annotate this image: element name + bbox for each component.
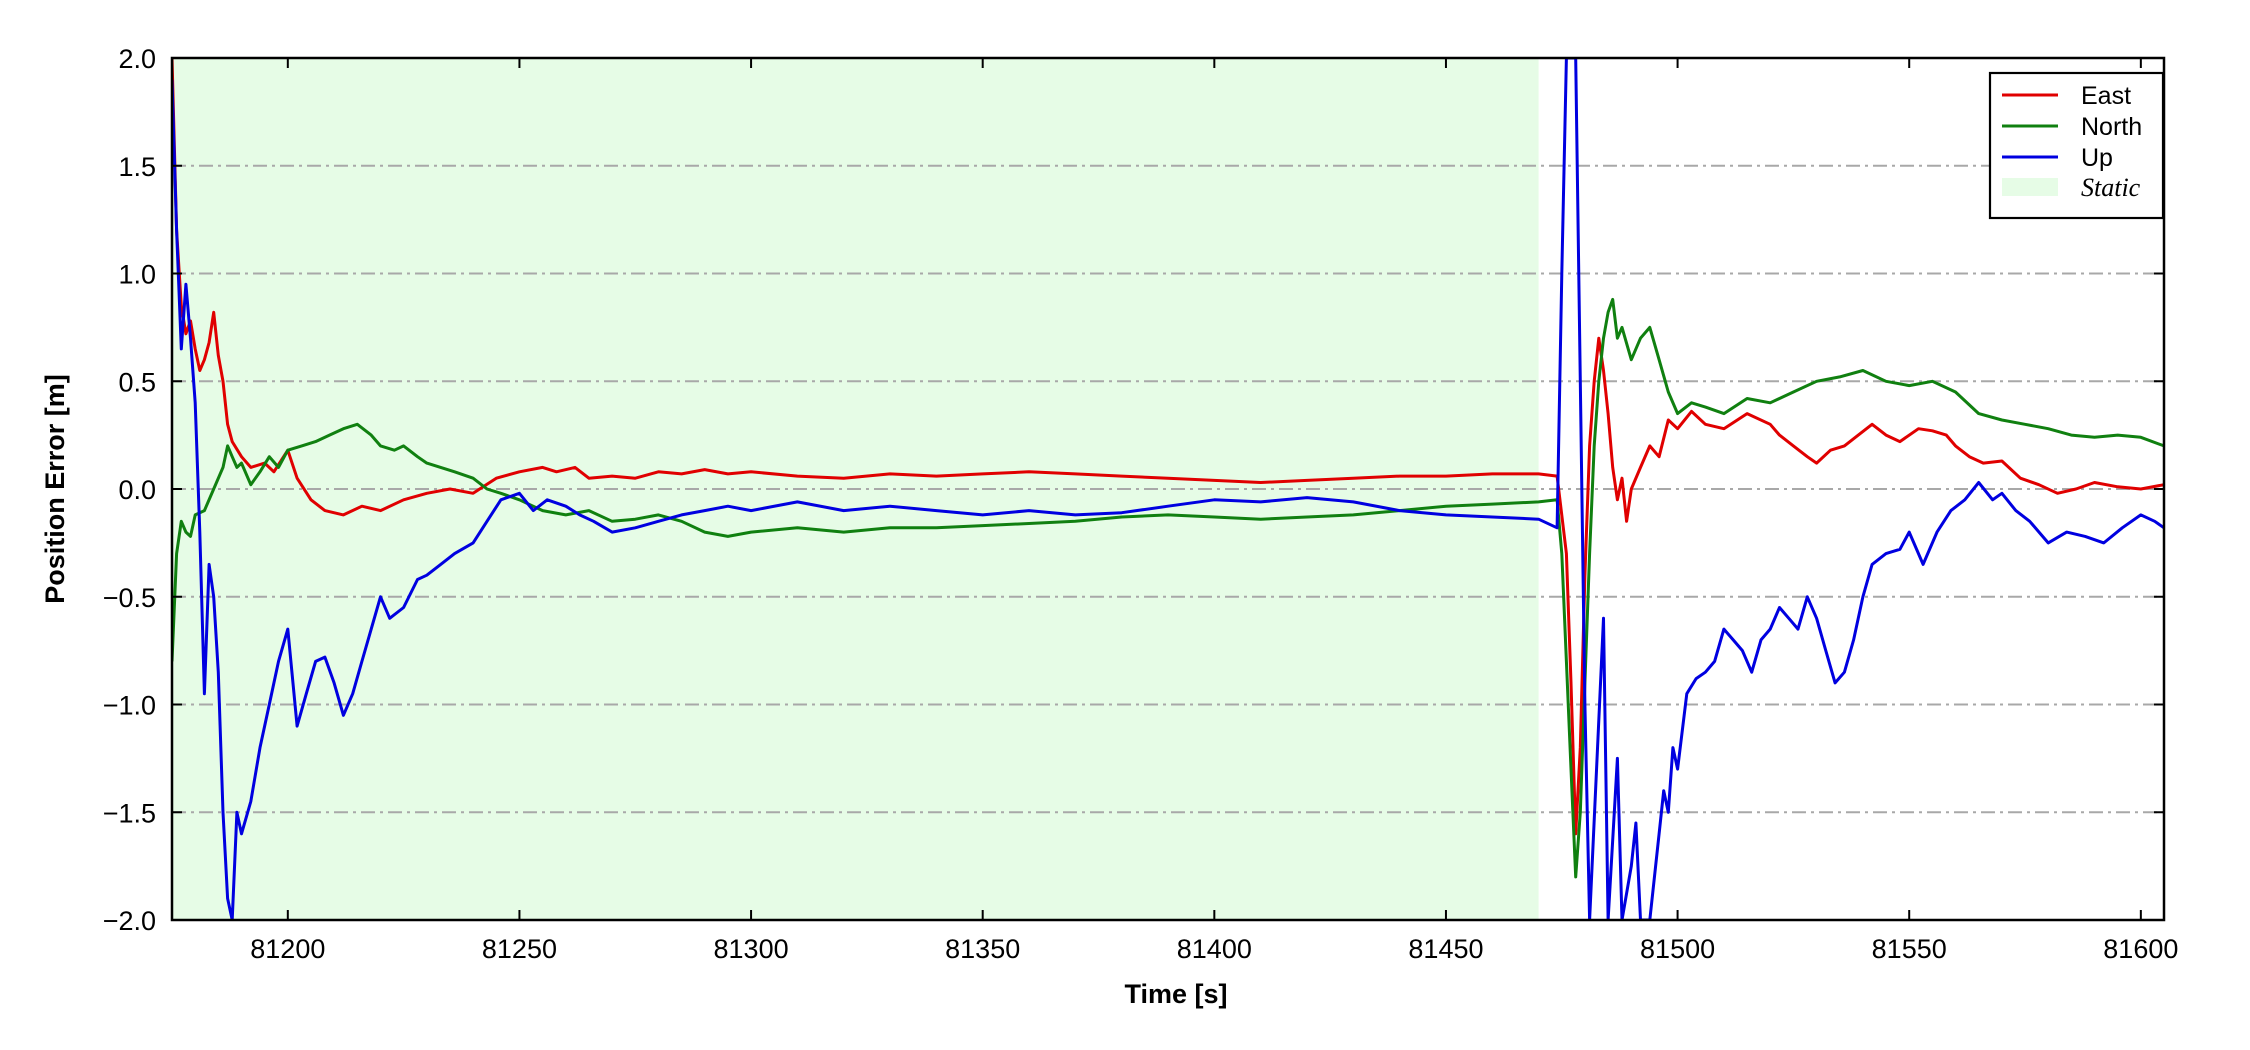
x-tick-label: 81550 — [1872, 934, 1947, 964]
legend-east-label: East — [2081, 82, 2131, 110]
series-line-north — [172, 297, 2164, 879]
y-tick-label: −2.0 — [103, 906, 156, 936]
tick-layer: 81200 81250 81300 81350 81400 81450 81500 81550… — [103, 44, 2179, 964]
x-tick-label: 81200 — [250, 934, 325, 964]
y-tick-label: −0.5 — [103, 583, 156, 613]
y-tick-label: 2.0 — [118, 44, 156, 74]
x-tick-label: 81300 — [714, 934, 789, 964]
y-tick-label: 0.5 — [118, 367, 156, 397]
series-line-east — [172, 58, 2164, 836]
legend-static-label: Static — [2081, 173, 2141, 202]
y-tick-label: −1.0 — [103, 691, 156, 721]
x-tick-label: 81500 — [1640, 934, 1715, 964]
y-tick-label: 1.0 — [118, 260, 156, 290]
legend-static-swatch — [2002, 178, 2058, 196]
legend-up-label: Up — [2081, 144, 2113, 172]
y-tick-label: 0.0 — [118, 475, 156, 505]
x-tick-label: 81600 — [2103, 934, 2178, 964]
x-tick-label: 81350 — [945, 934, 1020, 964]
y-tick-label: −1.5 — [103, 798, 156, 828]
series-layer — [172, 58, 2164, 920]
y-tick-label: 1.5 — [118, 152, 156, 182]
y-axis-title: Position Error [m] — [40, 374, 70, 604]
legend: East North Up Static — [1988, 71, 2165, 220]
x-tick-label: 81450 — [1408, 934, 1483, 964]
x-axis-title: Time [s] — [1124, 979, 1227, 1009]
legend-north-label: North — [2081, 113, 2142, 141]
series-line-up — [172, 58, 2164, 920]
grid-layer — [172, 164, 2164, 814]
x-tick-label: 81250 — [482, 934, 557, 964]
x-tick-label: 81400 — [1177, 934, 1252, 964]
